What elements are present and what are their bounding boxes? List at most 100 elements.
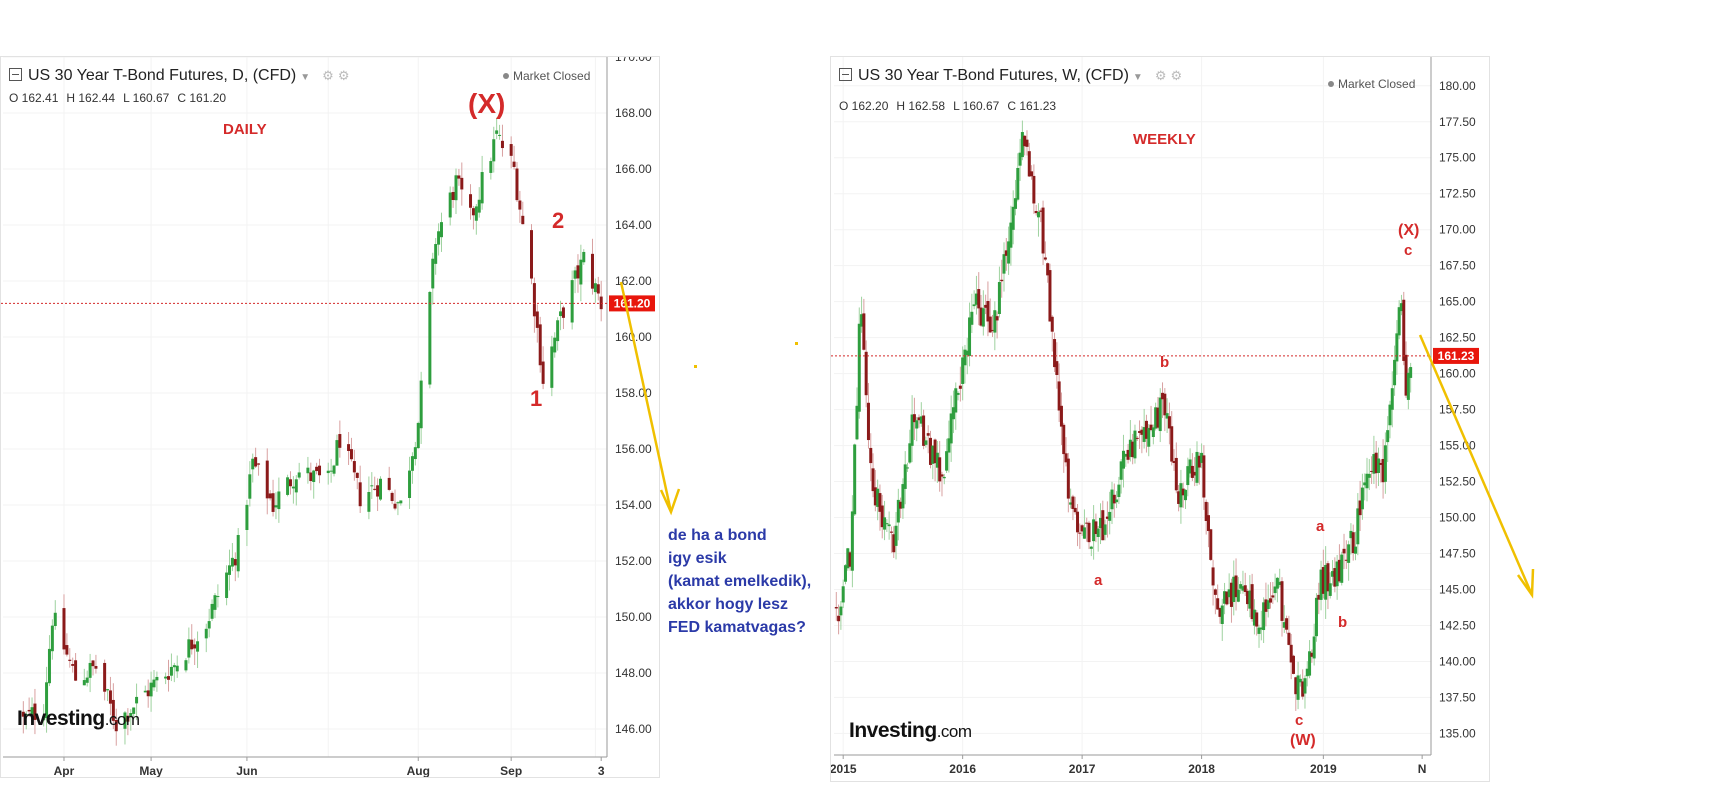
candle bbox=[896, 488, 900, 541]
weekly-high: H 162.58 bbox=[896, 99, 946, 113]
candle bbox=[1383, 432, 1387, 494]
candle bbox=[187, 627, 191, 664]
candle-body bbox=[1225, 591, 1229, 605]
candle bbox=[91, 660, 95, 676]
candle bbox=[1071, 494, 1075, 521]
candle-body bbox=[958, 385, 962, 389]
candle-body bbox=[933, 439, 937, 464]
dropdown-arrow-icon[interactable]: ▼ bbox=[1132, 72, 1143, 83]
candle-body bbox=[1393, 359, 1397, 386]
candle-body bbox=[1409, 367, 1413, 378]
candle-body bbox=[437, 231, 441, 245]
candle bbox=[889, 526, 893, 553]
candle-body bbox=[866, 402, 870, 441]
candle bbox=[1232, 560, 1236, 616]
candle bbox=[1126, 443, 1130, 464]
candle bbox=[535, 304, 539, 343]
candle bbox=[1365, 457, 1369, 502]
dropdown-arrow-icon[interactable]: ▼ bbox=[300, 72, 311, 83]
weekly-wave-b1-label: b bbox=[1160, 354, 1170, 371]
candle-body bbox=[1041, 207, 1045, 254]
candle bbox=[1112, 483, 1116, 518]
candle-body bbox=[1177, 491, 1181, 504]
candle-body bbox=[1059, 405, 1063, 427]
candle bbox=[1388, 400, 1392, 439]
candle bbox=[460, 162, 464, 206]
candle-body bbox=[30, 707, 34, 716]
candle bbox=[155, 671, 159, 692]
candle-body bbox=[1287, 632, 1291, 645]
candle-body bbox=[841, 586, 845, 603]
candle-body bbox=[1213, 589, 1217, 595]
candle-body bbox=[306, 467, 310, 474]
candle-body bbox=[439, 222, 443, 238]
candle bbox=[169, 653, 173, 682]
candle-body bbox=[460, 177, 464, 190]
y-tick-label: 162.50 bbox=[1439, 331, 1476, 345]
candle bbox=[518, 190, 522, 223]
candle bbox=[1069, 488, 1073, 509]
candle bbox=[834, 591, 838, 621]
candle bbox=[53, 600, 57, 630]
candle-body bbox=[1243, 585, 1247, 592]
weekly-chart-canvas[interactable]: 135.00 137.50 140.00 142.50 145.00 147.50 150.… bbox=[831, 57, 1490, 782]
settings-icons[interactable]: ⚙⚙ bbox=[322, 68, 354, 83]
candle-body bbox=[74, 660, 78, 681]
candle-body bbox=[538, 324, 542, 366]
candle-body bbox=[550, 346, 554, 388]
candle bbox=[149, 671, 153, 712]
candle-body bbox=[1135, 437, 1139, 439]
collapse-icon[interactable] bbox=[839, 68, 852, 81]
candle-body bbox=[1218, 608, 1222, 617]
candle bbox=[995, 311, 999, 339]
candle bbox=[880, 494, 884, 539]
candle bbox=[1151, 424, 1155, 445]
candle bbox=[347, 432, 351, 465]
candle-body bbox=[509, 144, 513, 156]
candle-body bbox=[1013, 198, 1017, 209]
candle-body bbox=[559, 311, 563, 317]
candle-body bbox=[1096, 528, 1100, 537]
collapse-icon[interactable] bbox=[9, 68, 22, 81]
candle bbox=[315, 462, 319, 475]
candle-body bbox=[190, 639, 194, 650]
candle-body bbox=[108, 690, 112, 704]
candle bbox=[894, 511, 898, 560]
daily-chart-canvas[interactable]: 146.00 148.00 150.00 152.00 154.00 156.00 158.… bbox=[1, 57, 660, 778]
candle bbox=[1248, 575, 1252, 618]
y-tick-label: 165.00 bbox=[1439, 295, 1476, 309]
candle-body bbox=[225, 572, 229, 598]
candle-body bbox=[245, 504, 249, 530]
candle bbox=[1181, 482, 1185, 508]
candle bbox=[1174, 442, 1178, 494]
candle-body bbox=[132, 707, 136, 714]
candle bbox=[265, 448, 269, 515]
candle-body bbox=[570, 280, 574, 323]
daily-timeframe-label: DAILY bbox=[223, 121, 267, 138]
candle-body bbox=[968, 317, 972, 356]
candle bbox=[906, 462, 910, 472]
candle bbox=[439, 212, 443, 252]
candle bbox=[1048, 263, 1052, 322]
candle bbox=[277, 477, 281, 523]
candle bbox=[1358, 480, 1362, 531]
candle bbox=[972, 290, 976, 310]
candle bbox=[1018, 138, 1022, 181]
settings-icons[interactable]: ⚙⚙ bbox=[1154, 68, 1187, 83]
candle bbox=[413, 441, 417, 466]
candle bbox=[294, 475, 298, 506]
candle bbox=[291, 476, 295, 504]
candle-body bbox=[1246, 590, 1250, 605]
candle bbox=[509, 136, 513, 169]
candle bbox=[1089, 545, 1093, 557]
candle-body bbox=[521, 215, 525, 225]
candle bbox=[196, 631, 200, 668]
candle bbox=[1402, 291, 1406, 366]
candle-body bbox=[1121, 450, 1125, 469]
candle bbox=[1013, 179, 1017, 216]
y-tick-label: 147.50 bbox=[1439, 547, 1476, 561]
candle bbox=[1119, 459, 1123, 494]
candle-body bbox=[561, 307, 565, 318]
candle bbox=[309, 462, 313, 491]
